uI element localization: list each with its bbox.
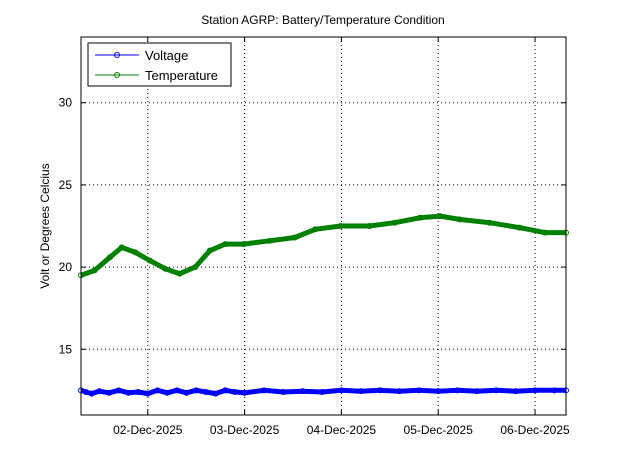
data-point-temperature <box>266 237 273 244</box>
data-point-temperature <box>146 257 153 264</box>
data-point-voltage <box>202 388 209 395</box>
data-point-temperature <box>118 244 125 251</box>
data-point-voltage <box>212 390 219 397</box>
x-tick-label: 02-Dec-2025 <box>113 423 183 437</box>
data-point-voltage <box>493 387 500 394</box>
legend-voltage-label: Voltage <box>145 48 188 63</box>
x-tick-label: 04-Dec-2025 <box>307 423 377 437</box>
data-point-temperature <box>486 219 493 226</box>
data-point-temperature <box>291 234 298 241</box>
series-group <box>78 213 569 397</box>
legend-temperature-marker <box>114 72 120 78</box>
data-point-voltage <box>106 389 113 396</box>
data-point-voltage <box>512 388 519 395</box>
data-point-temperature <box>366 223 373 229</box>
x-tick-label: 03-Dec-2025 <box>210 423 280 437</box>
data-point-voltage <box>193 387 200 394</box>
data-point-voltage <box>125 389 132 396</box>
data-point-temperature <box>337 223 344 229</box>
data-point-temperature <box>391 219 398 226</box>
data-point-voltage <box>319 388 326 395</box>
data-point-voltage <box>82 388 89 395</box>
data-point-voltage <box>454 387 461 394</box>
data-point-voltage <box>357 388 364 395</box>
data-point-temperature <box>132 249 139 256</box>
data-point-voltage <box>241 389 248 396</box>
data-point-voltage <box>551 387 558 394</box>
x-tick-label: 06-Dec-2025 <box>500 423 570 437</box>
data-point-voltage <box>231 388 238 395</box>
data-point-temperature <box>541 229 548 236</box>
data-point-voltage <box>338 387 345 394</box>
series-line-voltage <box>80 387 566 397</box>
y-tick-label: 20 <box>59 260 73 274</box>
x-tick-label: 05-Dec-2025 <box>404 423 474 437</box>
data-point-temperature <box>416 214 423 221</box>
plot-area-frame <box>80 36 567 416</box>
data-point-voltage <box>473 388 480 395</box>
data-point-voltage <box>144 390 151 397</box>
data-point-temperature <box>456 216 463 223</box>
data-point-voltage <box>396 388 403 395</box>
data-point-voltage <box>415 387 422 394</box>
data-point-temperature <box>222 241 229 248</box>
data-point-temperature <box>162 265 169 272</box>
data-point-temperature <box>192 264 199 271</box>
data-point-temperature <box>206 247 213 254</box>
data-point-temperature <box>437 213 444 220</box>
data-point-voltage <box>299 388 306 395</box>
data-point-voltage <box>183 389 190 396</box>
y-tick-label: 25 <box>59 178 73 192</box>
data-point-temperature <box>176 270 183 277</box>
y-tick-label: 30 <box>59 96 73 110</box>
data-point-voltage <box>532 387 539 394</box>
legend-box <box>87 42 232 87</box>
series-line-temperature <box>80 213 566 278</box>
data-point-voltage <box>260 387 267 394</box>
data-point-voltage <box>173 387 180 394</box>
y-tick-label: 15 <box>59 342 73 356</box>
data-point-voltage <box>280 388 287 395</box>
y-axis-label: Volt or Degrees Celcius <box>38 163 52 288</box>
data-point-voltage <box>164 389 171 396</box>
data-point-voltage <box>88 390 95 397</box>
data-point-temperature <box>91 267 98 274</box>
data-point-temperature <box>240 241 247 248</box>
data-point-voltage <box>222 387 229 394</box>
data-point-voltage <box>115 387 122 394</box>
data-point-voltage <box>154 387 161 394</box>
ticks: 02-Dec-2025 03-Dec-2025 04-Dec-2025 05-Dec-… <box>59 37 570 437</box>
chart-title: Station AGRP: Battery/Temperature Condit… <box>201 13 444 27</box>
data-point-temperature <box>516 224 523 231</box>
legend-voltage-marker <box>114 52 120 58</box>
data-point-voltage <box>435 388 442 395</box>
data-point-voltage <box>135 388 142 395</box>
data-point-voltage <box>377 387 384 394</box>
legend-temperature-label: Temperature <box>145 68 218 83</box>
data-point-temperature <box>312 226 319 233</box>
data-point-temperature <box>107 254 114 261</box>
legend: Voltage Temperature <box>87 42 232 87</box>
data-point-voltage <box>96 388 103 395</box>
